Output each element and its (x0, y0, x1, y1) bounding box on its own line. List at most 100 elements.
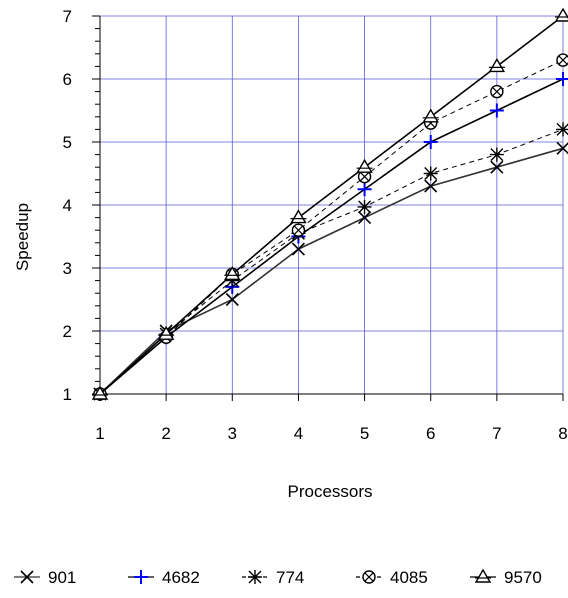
tick-labels: 1 2 3 4 5 6 7 8 1 2 3 4 5 6 7 (63, 7, 568, 443)
legend-marker (20, 570, 34, 584)
data-point (554, 7, 568, 22)
triangle-marker (91, 385, 109, 400)
legend-marker (362, 570, 376, 584)
cross-part (359, 172, 370, 182)
y-tick-label: 4 (63, 196, 72, 215)
x-axis-label: Processors (287, 482, 372, 501)
cross-part (558, 55, 568, 65)
data-point (556, 53, 568, 67)
x-marker (225, 292, 239, 307)
legend-label: 4085 (390, 568, 428, 587)
x-tick-label: 4 (294, 424, 303, 443)
data-point (291, 223, 306, 237)
data-point (490, 160, 504, 174)
data-point (291, 242, 305, 256)
series-line (99, 78, 564, 395)
x-marker (490, 160, 504, 174)
legend-marker (248, 570, 262, 584)
triangle-marker (224, 265, 241, 280)
legend-item: 774 (242, 568, 304, 587)
x-marker (291, 242, 305, 256)
x-marker (424, 179, 438, 193)
x-marker (20, 570, 34, 584)
x-tick-label: 5 (360, 424, 369, 443)
x-tick-label: 8 (558, 424, 567, 443)
axes (92, 15, 564, 401)
x-tick-label: 6 (426, 424, 435, 443)
data-point (423, 166, 438, 181)
triangle-marker (157, 325, 175, 340)
y-tick-label: 1 (63, 385, 72, 404)
triangle-marker (356, 158, 373, 173)
data-point (556, 72, 568, 86)
legend-marker (474, 568, 492, 583)
data-point (356, 158, 373, 173)
triangle-marker (290, 209, 307, 224)
plus-marker (357, 182, 372, 197)
data-point (358, 211, 372, 225)
plus-marker (134, 570, 148, 584)
series-layer (91, 7, 568, 401)
star-marker (556, 122, 568, 137)
data-point (489, 103, 504, 118)
data-point (424, 179, 438, 193)
data-point (225, 292, 239, 307)
series-line (99, 15, 564, 395)
y-tick-label: 5 (63, 133, 72, 152)
data-point (423, 135, 438, 149)
y-tick-label: 6 (63, 70, 72, 89)
data-point (357, 199, 372, 214)
cross-part (492, 86, 502, 97)
data-point (422, 108, 439, 123)
x-tick-label: 3 (228, 424, 237, 443)
legend-item: 4682 (128, 568, 200, 587)
legend-item: 9570 (470, 568, 542, 587)
series-line (99, 147, 564, 395)
data-point (556, 122, 568, 137)
series-line (99, 59, 564, 395)
data-point (224, 265, 241, 280)
triangle-marker (474, 568, 492, 583)
x-tick-label: 7 (492, 424, 501, 443)
star-marker (489, 147, 504, 162)
data-point (489, 147, 504, 162)
triangle-marker (422, 108, 439, 123)
series-9570 (91, 7, 568, 400)
plus-marker (423, 135, 438, 149)
x-tick-label: 2 (161, 424, 170, 443)
legend-label: 901 (48, 568, 76, 587)
cross-part (293, 225, 304, 235)
y-axis-label: Speedup (13, 203, 32, 271)
data-point (91, 385, 109, 400)
x-marker (556, 141, 568, 155)
data-point (488, 58, 506, 73)
data-point (357, 182, 372, 197)
y-tick-label: 7 (63, 7, 72, 26)
triangle-marker (554, 7, 568, 22)
legend-label: 4682 (162, 568, 200, 587)
x-marker (358, 211, 372, 225)
legend-marker (134, 570, 148, 584)
legend-label: 774 (276, 568, 304, 587)
data-point (157, 325, 175, 340)
y-tick-label: 3 (63, 259, 72, 278)
star-marker (423, 166, 438, 181)
star-marker (357, 199, 372, 214)
triangle-marker (488, 58, 506, 73)
legend-item: 4085 (356, 568, 428, 587)
legend-label: 9570 (504, 568, 542, 587)
x-tick-label: 1 (95, 424, 104, 443)
y-tick-label: 2 (63, 322, 72, 341)
legend: 901 4682 774 4085 9570 (14, 568, 542, 587)
data-point (290, 209, 307, 224)
data-point (556, 141, 568, 155)
plus-marker (489, 103, 504, 118)
data-point (490, 84, 504, 99)
star-marker (248, 570, 262, 584)
series-line (99, 128, 564, 395)
cross-part (364, 572, 374, 582)
legend-item: 901 (14, 568, 76, 587)
plus-marker (556, 72, 568, 86)
